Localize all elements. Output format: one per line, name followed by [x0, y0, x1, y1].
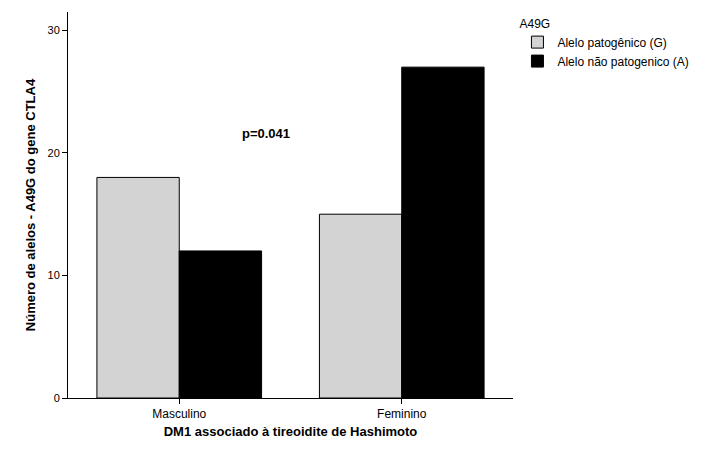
svg-text:20: 20 [48, 147, 60, 159]
svg-text:Feminino: Feminino [377, 407, 427, 421]
svg-text:DM1 associado à tireoidite de: DM1 associado à tireoidite de Hashimoto [164, 424, 418, 439]
svg-text:A49G: A49G [519, 17, 550, 31]
svg-text:Número de alelos - A49G do gen: Número de alelos - A49G do gene CTLA4 [23, 78, 38, 331]
svg-text:Alelo não patogenico (A): Alelo não patogenico (A) [557, 55, 688, 69]
svg-text:10: 10 [48, 269, 60, 281]
svg-text:Alelo patogênico (G): Alelo patogênico (G) [557, 36, 666, 50]
svg-text:30: 30 [48, 24, 60, 36]
svg-text:p=0.041: p=0.041 [242, 126, 290, 141]
svg-text:Masculino: Masculino [152, 407, 206, 421]
svg-text:0: 0 [54, 392, 60, 404]
